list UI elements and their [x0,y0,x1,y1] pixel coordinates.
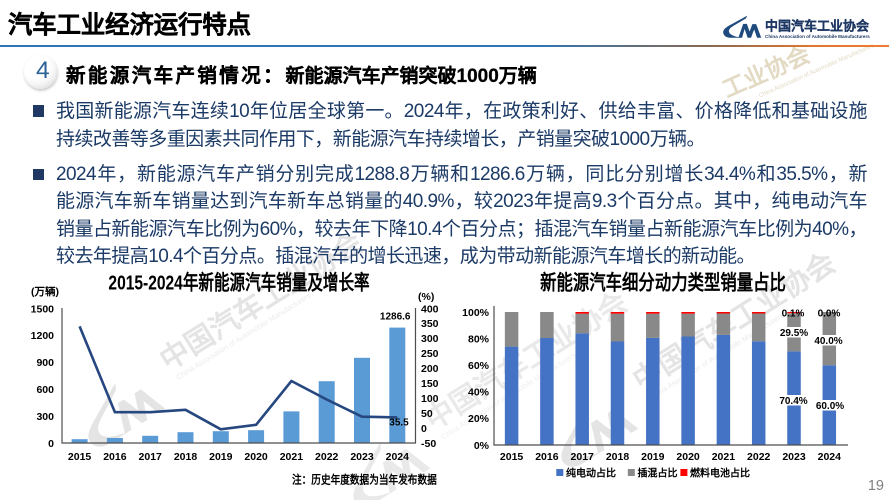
svg-text:2015-2024年新能源汽车销量及增长率: 2015-2024年新能源汽车销量及增长率 [108,270,369,294]
svg-text:300: 300 [421,333,439,345]
svg-text:插混占比: 插混占比 [638,467,678,480]
svg-text:2024: 2024 [818,451,842,463]
svg-text:2020: 2020 [676,451,700,463]
svg-text:50: 50 [421,408,433,420]
svg-text:0: 0 [421,423,427,435]
svg-text:2017: 2017 [571,451,595,463]
svg-text:-50: -50 [421,438,436,450]
svg-text:35.5: 35.5 [389,417,409,428]
svg-text:40.0%: 40.0% [814,336,842,347]
svg-text:2017: 2017 [139,451,163,463]
svg-text:(万辆): (万辆) [31,285,59,298]
svg-text:2023: 2023 [782,451,806,463]
svg-text:0.0%: 0.0% [818,309,841,320]
svg-text:200: 200 [421,363,439,375]
svg-text:100: 100 [421,393,439,405]
svg-text:2016: 2016 [103,451,127,463]
svg-text:(%): (%) [418,291,434,303]
svg-text:0: 0 [48,438,54,450]
svg-text:中国汽车工业协会: 中国汽车工业协会 [765,18,870,33]
svg-text:900: 900 [36,357,54,369]
svg-text:400: 400 [421,303,439,315]
svg-text:29.5%: 29.5% [780,328,808,339]
svg-text:20%: 20% [468,413,490,425]
svg-text:2015: 2015 [500,451,524,463]
svg-text:300: 300 [36,411,54,423]
svg-text:燃料电池占比: 燃料电池占比 [690,467,750,480]
svg-text:1500: 1500 [31,303,55,315]
svg-text:70.4%: 70.4% [779,396,807,407]
svg-text:2015: 2015 [68,451,92,463]
svg-text:0.1%: 0.1% [782,309,805,320]
svg-text:2020: 2020 [244,451,268,463]
svg-text:80%: 80% [468,333,490,345]
svg-text:2022: 2022 [315,451,339,463]
svg-text:2019: 2019 [209,451,233,463]
svg-text:150: 150 [421,378,439,390]
svg-text:新能源汽车细分动力类型销量占比: 新能源汽车细分动力类型销量占比 [540,271,786,294]
svg-text:60.0%: 60.0% [816,401,844,412]
svg-text:2021: 2021 [712,451,736,463]
svg-text:60%: 60% [468,360,490,372]
svg-text:2024: 2024 [386,451,410,463]
svg-text:600: 600 [36,384,54,396]
svg-text:2022: 2022 [747,451,771,463]
svg-text:2016: 2016 [535,451,559,463]
svg-text:纯电动占比: 纯电动占比 [566,467,616,480]
svg-text:1200: 1200 [31,330,55,342]
svg-text:2018: 2018 [606,451,630,463]
svg-text:100%: 100% [462,307,490,319]
svg-text:2023: 2023 [350,451,374,463]
svg-text:2018: 2018 [174,451,198,463]
svg-text:注：历史年度数据为当年发布数据: 注：历史年度数据为当年发布数据 [292,473,437,487]
svg-text:China Association of Automobil: China Association of Automobile Manufact… [765,34,870,39]
svg-text:2019: 2019 [641,451,665,463]
svg-text:2021: 2021 [280,451,304,463]
svg-text:1286.6: 1286.6 [380,312,411,323]
svg-text:250: 250 [421,348,439,360]
svg-text:0%: 0% [474,440,490,452]
svg-text:19: 19 [868,478,884,494]
svg-text:350: 350 [421,318,439,330]
svg-text:40%: 40% [468,387,490,399]
